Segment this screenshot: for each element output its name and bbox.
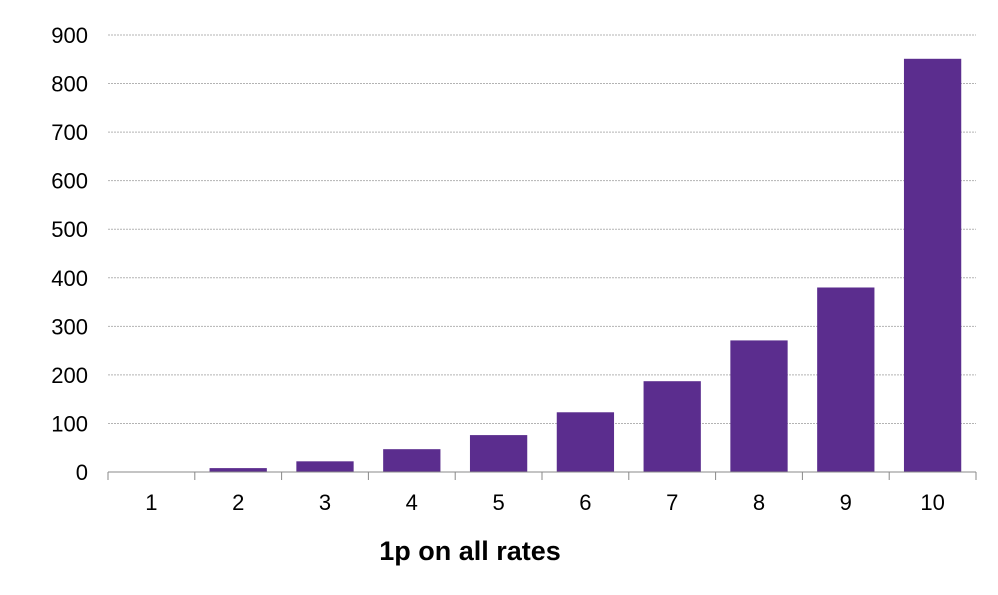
x-tick-label: 6 — [579, 490, 591, 515]
x-axis-title: 1p on all rates — [379, 536, 561, 566]
x-tick-label: 9 — [840, 490, 852, 515]
y-tick-label: 200 — [51, 363, 88, 388]
x-tick-labels: 1 2 3 4 5 6 7 8 9 10 — [145, 490, 945, 515]
y-tick-label: 800 — [51, 72, 88, 97]
y-tick-label: 300 — [51, 314, 88, 339]
y-tick-label: 900 — [51, 23, 88, 48]
x-tick-label: 4 — [406, 490, 418, 515]
y-tick-label: 0 — [76, 460, 88, 485]
bar — [557, 412, 614, 472]
bar — [730, 340, 787, 472]
x-tick-label: 10 — [920, 490, 944, 515]
y-tick-label: 100 — [51, 411, 88, 436]
x-tick-label: 7 — [666, 490, 678, 515]
bars — [123, 59, 961, 472]
y-tick-label: 600 — [51, 169, 88, 194]
x-tick-label: 2 — [232, 490, 244, 515]
x-tick-label: 5 — [492, 490, 504, 515]
x-tick-label: 3 — [319, 490, 331, 515]
axes — [108, 472, 976, 480]
bar — [296, 461, 353, 472]
bar — [904, 59, 961, 472]
y-tick-label: 500 — [51, 217, 88, 242]
y-tick-label: 700 — [51, 120, 88, 145]
x-tick-label: 8 — [753, 490, 765, 515]
x-tick-label: 1 — [145, 490, 157, 515]
bar — [383, 449, 440, 472]
bar — [470, 435, 527, 472]
bar — [817, 287, 874, 472]
bar — [210, 468, 267, 472]
y-tick-label: 400 — [51, 266, 88, 291]
y-tick-labels: 0 100 200 300 400 500 600 700 800 900 — [51, 23, 88, 485]
bar — [644, 381, 701, 472]
